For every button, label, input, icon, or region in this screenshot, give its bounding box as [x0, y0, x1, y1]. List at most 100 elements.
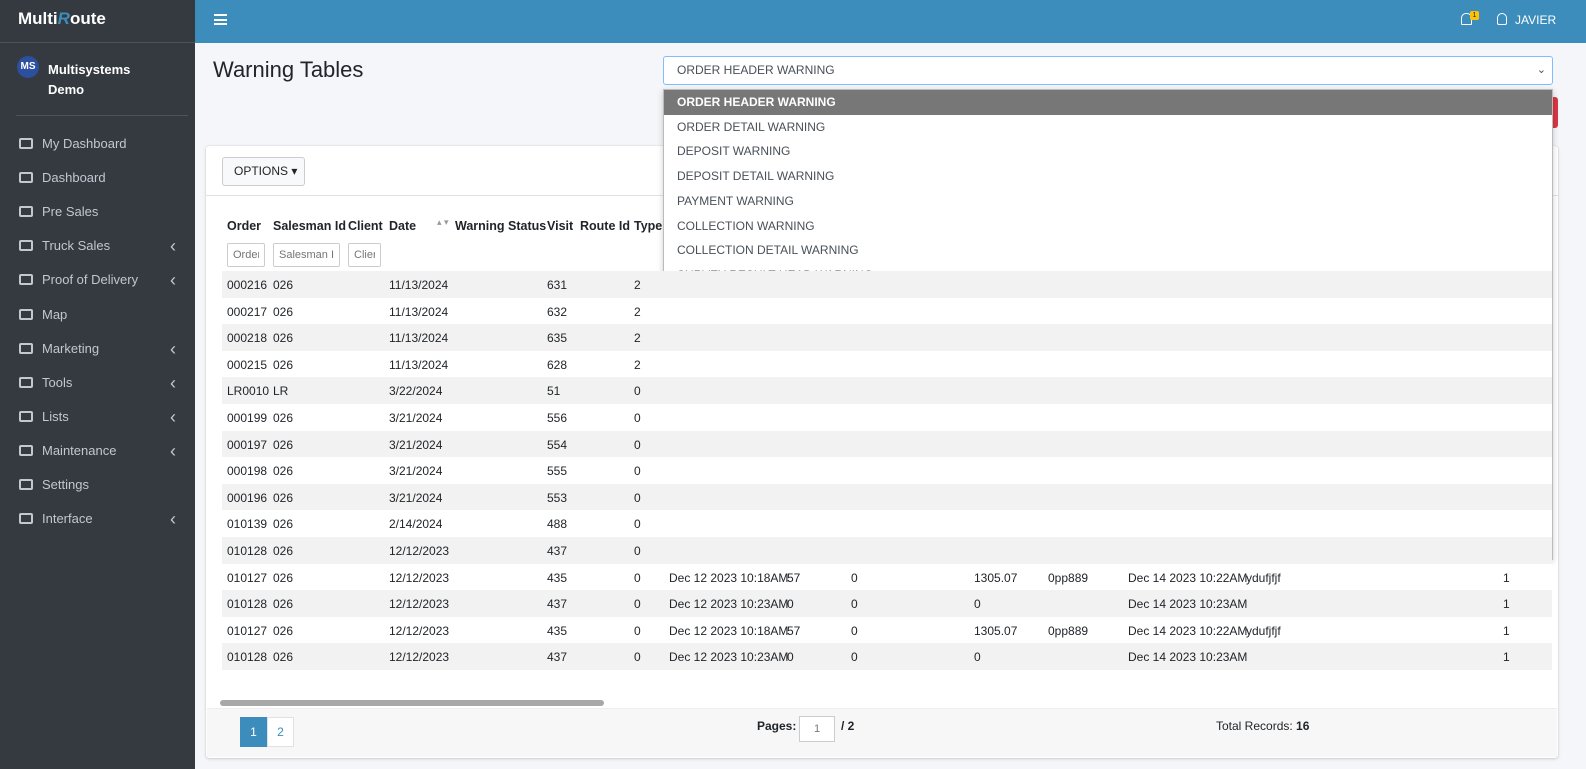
- table-cell: 1: [1503, 623, 1510, 638]
- menu-item[interactable]: My Dashboard: [0, 129, 195, 159]
- table-cell: 556: [547, 411, 568, 425]
- menu-icon: [19, 138, 33, 149]
- table-cell: 2: [634, 331, 641, 346]
- table-cell: 488: [547, 517, 568, 532]
- table-cell: 11/13/2024: [389, 304, 449, 319]
- menu-item[interactable]: Map: [0, 300, 195, 330]
- column-header[interactable]: Warning Status: [455, 219, 547, 233]
- table-cell: 0: [634, 650, 641, 665]
- table-cell: 632: [547, 304, 568, 319]
- table-row: [222, 271, 1552, 298]
- table-cell: 026: [273, 331, 294, 346]
- menu-icon: [19, 513, 33, 525]
- table-cell: Dec 12 2023 10:23AM: [669, 597, 789, 612]
- table-cell: 026: [273, 544, 294, 558]
- table-cell: 12/12/2023: [389, 623, 450, 638]
- table-cell: 1: [1503, 570, 1510, 585]
- table-cell: Dec 14 2023 10:22AM: [1128, 623, 1248, 638]
- table-cell: 026: [273, 437, 294, 452]
- menu-item[interactable]: Marketing ‹: [0, 334, 195, 364]
- dropdown-option[interactable]: ORDER DETAIL WARNING: [677, 119, 826, 134]
- column-header[interactable]: Date: [389, 219, 417, 233]
- table-cell: 0: [634, 384, 641, 399]
- table-cell: 000218: [227, 331, 268, 346]
- column-header[interactable]: Visit: [547, 219, 574, 233]
- menu-item[interactable]: Lists ‹: [0, 402, 195, 432]
- dropdown-option[interactable]: ORDER HEADER WARNING: [664, 90, 1552, 115]
- user-name[interactable]: JAVIER: [1515, 13, 1557, 27]
- filter-input[interactable]: [227, 243, 265, 267]
- table-cell: 12/12/2023: [389, 597, 450, 612]
- table-cell: 437: [547, 597, 568, 612]
- page-input[interactable]: 1: [799, 716, 835, 742]
- table-cell: 0: [634, 597, 641, 612]
- table-cell: 0: [787, 650, 794, 665]
- page-button[interactable]: 1: [240, 717, 267, 747]
- table-cell: 0: [634, 517, 641, 532]
- table-cell: 0: [974, 597, 981, 612]
- table-cell: 3/21/2024: [389, 464, 443, 479]
- column-header[interactable]: Type: [634, 219, 663, 233]
- dropdown-option[interactable]: DEPOSIT WARNING: [677, 144, 791, 159]
- table-cell: 12/12/2023: [389, 544, 450, 558]
- column-header[interactable]: Order: [227, 219, 262, 233]
- menu-item[interactable]: Truck Sales ‹: [0, 231, 195, 261]
- table-select[interactable]: ORDER HEADER WARNING ⌄: [663, 56, 1553, 85]
- table-cell: 635: [547, 331, 568, 346]
- menu-item[interactable]: Maintenance ‹: [0, 436, 195, 466]
- dropdown-option[interactable]: DEPOSIT DETAIL WARNING: [677, 169, 835, 184]
- total-label: Total Records:: [1216, 719, 1293, 733]
- table-cell: 000198: [227, 464, 268, 479]
- table-cell: 3/21/2024: [389, 411, 443, 425]
- table-cell: 437: [547, 544, 568, 558]
- menu-item[interactable]: Interface ‹: [0, 504, 195, 534]
- table-cell: 000196: [227, 490, 268, 505]
- table-cell: 2/14/2024: [389, 517, 443, 532]
- table-cell: 000199: [227, 411, 268, 425]
- table-cell: 628: [547, 357, 568, 372]
- scroll-thumb[interactable]: [220, 700, 604, 706]
- total-records: Total Records: 16: [1216, 719, 1309, 733]
- column-header[interactable]: Route Id: [580, 219, 630, 233]
- company-name[interactable]: Multisystems Demo: [48, 62, 131, 97]
- pages-label: Pages:: [757, 719, 797, 733]
- menu-label: Dashboard: [42, 170, 106, 186]
- menu-item[interactable]: Proof of Delivery ‹: [0, 265, 195, 295]
- column-header[interactable]: Client: [348, 219, 383, 233]
- menu-item[interactable]: Tools ‹: [0, 368, 195, 398]
- menu-toggle[interactable]: [214, 14, 227, 25]
- table-row: [222, 643, 1552, 670]
- table-cell: 0: [851, 623, 858, 638]
- logo[interactable]: MultiRoute: [18, 9, 106, 29]
- table-cell: 026: [273, 357, 294, 372]
- table-cell: 57: [787, 570, 801, 585]
- options-button[interactable]: OPTIONS ▾: [222, 157, 305, 186]
- table-cell: 1305.07: [974, 623, 1018, 638]
- user-icon[interactable]: [1497, 13, 1507, 25]
- dropdown-option[interactable]: COLLECTION DETAIL WARNING: [677, 243, 859, 258]
- topbar: 1 JAVIER: [195, 0, 1586, 43]
- menu-item[interactable]: Dashboard: [0, 163, 195, 193]
- menu-item[interactable]: Pre Sales: [0, 197, 195, 227]
- table-cell: 1: [1503, 650, 1510, 665]
- submenu-arrow: ‹: [170, 440, 176, 461]
- table-cell: 0: [787, 597, 794, 612]
- table-cell: 554: [547, 437, 568, 452]
- table-cell: 1305.07: [974, 570, 1018, 585]
- menu-label: Pre Sales: [42, 204, 99, 220]
- filter-input[interactable]: [348, 243, 381, 267]
- menu-label: Marketing: [42, 340, 100, 356]
- filter-input[interactable]: [273, 243, 340, 267]
- menu-label: Proof of Delivery: [42, 272, 139, 288]
- table-cell: 0: [634, 437, 641, 452]
- dropdown-option[interactable]: PAYMENT WARNING: [677, 193, 794, 208]
- table-cell: 0: [634, 464, 641, 479]
- page-button[interactable]: 2: [267, 717, 294, 747]
- menu-item[interactable]: Settings: [0, 470, 195, 500]
- sort-icon[interactable]: ▴ ▾: [437, 217, 449, 227]
- dropdown-option[interactable]: COLLECTION WARNING: [677, 218, 815, 233]
- table-cell: Dec 12 2023 10:18AM: [669, 623, 789, 638]
- column-header[interactable]: Salesman Id: [273, 219, 346, 233]
- table-cell: LR0010: [227, 384, 270, 399]
